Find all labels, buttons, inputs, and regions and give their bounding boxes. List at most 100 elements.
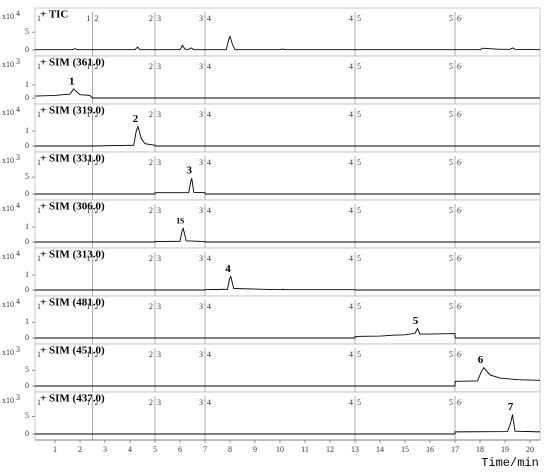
x-tick-label: 2 xyxy=(78,445,82,454)
scale-exponent: 3 xyxy=(16,345,20,354)
panel-frame xyxy=(34,199,541,249)
segment-label: 1 xyxy=(37,62,41,71)
segment-label: 3 xyxy=(199,158,203,167)
x-tick-label: 11 xyxy=(301,445,309,454)
segment-label: 4 xyxy=(207,398,211,407)
segment-label: 6 xyxy=(457,302,461,311)
segment-label: 4 xyxy=(349,62,353,71)
segment-label: 2 xyxy=(149,158,153,167)
segment-label: 3 xyxy=(199,398,203,407)
panel-title: + SIM (331.0) xyxy=(40,153,105,165)
segment-label: 3 xyxy=(157,158,161,167)
y-tick-label: 0 xyxy=(25,93,29,102)
segment-label: 5 xyxy=(449,110,453,119)
x-tick-label: 8 xyxy=(228,445,232,454)
segment-label: 2 xyxy=(95,206,99,215)
segment-label: 5 xyxy=(357,350,361,359)
segment-label: 2 xyxy=(95,14,99,23)
y-tick-label: 5 xyxy=(25,27,29,36)
peak-label: 7 xyxy=(508,401,514,413)
y-tick-label: 1 xyxy=(25,222,29,231)
x-tick-label: 7 xyxy=(203,445,207,454)
scale-exponent: 4 xyxy=(16,249,20,258)
panel-frame xyxy=(34,151,541,201)
scale-base: x10 xyxy=(2,108,14,117)
segment-label: 2 xyxy=(149,62,153,71)
panel-title: + SIM (451.0) xyxy=(40,345,105,357)
segment-label: 4 xyxy=(207,302,211,311)
segment-label: 5 xyxy=(449,14,453,23)
segment-label: 1 xyxy=(37,398,41,407)
segment-label: 4 xyxy=(349,14,353,23)
segment-label: 4 xyxy=(349,110,353,119)
y-tick-label: 0 xyxy=(25,45,29,54)
segment-label: 3 xyxy=(157,110,161,119)
segment-label: 4 xyxy=(349,398,353,407)
segment-label: 3 xyxy=(199,206,203,215)
segment-label: 6 xyxy=(457,350,461,359)
segment-label: 4 xyxy=(207,110,211,119)
segment-label: 4 xyxy=(207,350,211,359)
segment-label: 3 xyxy=(157,14,161,23)
y-tick-label: 5 xyxy=(25,365,29,374)
segment-label: 2 xyxy=(95,350,99,359)
segment-label: 4 xyxy=(207,14,211,23)
scale-exponent: 4 xyxy=(16,201,20,210)
segment-label: 5 xyxy=(357,302,361,311)
y-tick-label: 1 xyxy=(25,80,29,89)
segment-label: 3 xyxy=(199,110,203,119)
panel-frame xyxy=(34,7,541,57)
panel-title: + SIM (481.0) xyxy=(40,297,105,309)
x-tick-label: 18 xyxy=(476,445,484,454)
trace xyxy=(35,327,540,339)
panel-frame xyxy=(34,55,541,105)
x-tick-label: 12 xyxy=(326,445,334,454)
segment-label: 4 xyxy=(349,350,353,359)
y-tick-label: 0 xyxy=(25,141,29,150)
segment-label: 1 xyxy=(37,158,41,167)
x-tick-label: 1 xyxy=(53,445,57,454)
peak-label: 3 xyxy=(187,165,193,177)
segment-label: 4 xyxy=(349,254,353,263)
x-tick-label: 16 xyxy=(426,445,434,454)
segment-label: 6 xyxy=(457,254,461,263)
x-axis-label: Time/min xyxy=(481,456,539,470)
segment-label: 2 xyxy=(95,254,99,263)
y-tick-label: 0 xyxy=(25,237,29,246)
x-tick-label: 13 xyxy=(351,445,359,454)
x-tick-label: 17 xyxy=(451,445,459,454)
panel-frame xyxy=(34,343,541,393)
segment-label: 1 xyxy=(87,110,91,119)
segment-label: 2 xyxy=(149,206,153,215)
segment-label: 5 xyxy=(449,158,453,167)
segment-label: 2 xyxy=(149,254,153,263)
segment-label: 5 xyxy=(449,302,453,311)
segment-label: 2 xyxy=(149,110,153,119)
scale-base: x10 xyxy=(2,204,14,213)
segment-label: 4 xyxy=(207,254,211,263)
segment-label: 3 xyxy=(157,302,161,311)
segment-label: 1 xyxy=(37,110,41,119)
segment-label: 5 xyxy=(357,254,361,263)
trace xyxy=(35,125,540,147)
trace xyxy=(35,366,541,387)
segment-label: 1 xyxy=(37,350,41,359)
segment-label: 2 xyxy=(149,350,153,359)
scale-exponent: 4 xyxy=(16,9,20,18)
scale-exponent: 3 xyxy=(16,57,20,66)
segment-label: 5 xyxy=(357,398,361,407)
segment-label: 1 xyxy=(87,398,91,407)
segment-label: 1 xyxy=(87,206,91,215)
trace xyxy=(35,35,541,51)
x-tick-label: 3 xyxy=(103,445,107,454)
peak-label: 5 xyxy=(413,315,419,327)
x-tick-label: 15 xyxy=(401,445,409,454)
segment-label: 1 xyxy=(87,62,91,71)
scale-base: x10 xyxy=(2,348,14,357)
x-tick-label: 19 xyxy=(501,445,509,454)
segment-label: 2 xyxy=(149,302,153,311)
segment-label: 1 xyxy=(37,302,41,311)
panel-title: + SIM (319.0) xyxy=(40,105,105,117)
peak-label: 4 xyxy=(225,263,231,275)
scale-exponent: 3 xyxy=(16,393,20,402)
